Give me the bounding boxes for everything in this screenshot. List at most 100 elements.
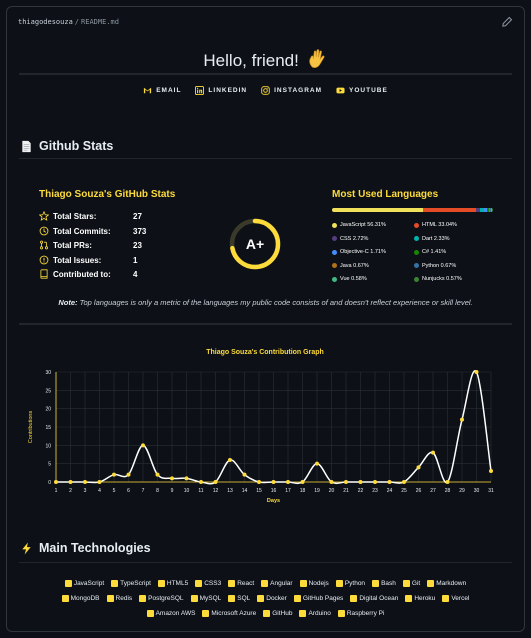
x-tick-label: 9: [171, 488, 174, 494]
tech-badge: PostgreSQL: [139, 595, 184, 602]
youtube-label: YOUTUBE: [349, 87, 388, 94]
contribution-point: [460, 417, 464, 422]
language-bar-segment: [488, 208, 491, 212]
divider: [19, 323, 512, 325]
x-tick-label: 5: [113, 488, 116, 494]
tech-badge: Git: [402, 580, 421, 587]
edit-pencil-icon[interactable]: [501, 16, 513, 28]
rank-progress-arc: [229, 218, 281, 270]
linkedin-label: LINKEDIN: [208, 87, 248, 94]
language-item: Python 0.67%: [414, 263, 456, 269]
x-tick-label: 20: [329, 488, 335, 494]
language-item: Dart 2.33%: [414, 236, 450, 242]
language-item: Java 0.67%: [332, 263, 369, 269]
contribution-point: [489, 469, 493, 473]
linkedin-link[interactable]: LINKEDIN: [195, 86, 247, 95]
stat-label: Total PRs:: [53, 240, 92, 250]
note-bold: Note:: [58, 298, 78, 307]
language-bar-segment: [480, 208, 484, 212]
language-item: Vue 0.58%: [332, 276, 367, 282]
tech-label: Python: [344, 580, 366, 587]
x-tick-label: 29: [459, 488, 465, 494]
contribution-point: [431, 450, 435, 455]
tech-badge: React: [228, 580, 254, 587]
tech-label: Amazon AWS: [155, 610, 196, 617]
stat-value: 23: [133, 240, 142, 250]
language-label: Objective-C 1.71%: [340, 249, 386, 255]
tech-label: CSS3: [204, 580, 222, 587]
contribution-point: [54, 480, 58, 484]
x-tick-label: 2: [69, 488, 72, 494]
language-color-dot: [414, 236, 419, 241]
contribution-point: [213, 480, 218, 484]
main-technologies-heading: Main Technologies: [20, 541, 151, 555]
contribution-point: [344, 480, 348, 484]
tech-logo-icon: [335, 580, 343, 587]
contribution-point: [242, 472, 247, 477]
language-label: Java 0.67%: [340, 262, 369, 269]
stat-label: Total Commits:: [53, 226, 111, 236]
tech-logo-icon: [146, 610, 154, 617]
tech-badge: Redis: [106, 595, 133, 602]
repo-owner-link[interactable]: thiagodesouza: [18, 18, 73, 26]
stat-value: 373: [133, 226, 147, 236]
note-text: Top languages is only a metric of the la…: [77, 298, 473, 307]
stat-row-contributed: Contributed to: 4: [39, 269, 137, 279]
x-tick-label: 31: [488, 488, 494, 494]
divider: [19, 158, 512, 159]
language-label: C# 1.41%: [422, 249, 447, 255]
y-tick-label: 10: [45, 443, 51, 449]
languages-title: Most Used Languages: [332, 189, 439, 200]
contribution-point: [112, 472, 116, 477]
language-label: Python 0.67%: [422, 262, 457, 269]
contribution-point: [416, 465, 421, 470]
rank-circle: A+: [229, 218, 281, 270]
stat-value: 27: [133, 211, 142, 221]
tech-badge: Angular: [261, 580, 293, 587]
tech-badge: MongoDB: [61, 595, 100, 602]
x-tick-label: 8: [156, 488, 159, 494]
tech-label: Redis: [115, 595, 133, 602]
star-icon: [39, 211, 49, 221]
tech-logo-icon: [228, 580, 236, 587]
x-tick-label: 18: [300, 488, 306, 494]
language-color-dot: [332, 236, 337, 241]
tech-label: Git: [411, 580, 421, 587]
contribution-point: [97, 480, 102, 484]
stat-value: 1: [133, 255, 138, 265]
language-color-dot: [414, 222, 419, 228]
y-axis-label: Contributions: [28, 411, 34, 444]
tech-label: Digital Ocean: [359, 595, 399, 602]
youtube-icon: [336, 87, 345, 94]
language-label: Nunjucks 0.57%: [422, 276, 462, 282]
language-label: Vue 0.58%: [340, 276, 367, 282]
contribution-point: [286, 480, 290, 484]
tech-badge: Raspberry Pi: [337, 610, 385, 617]
tech-label: Raspberry Pi: [346, 610, 385, 617]
tech-badge: Microsoft Azure: [202, 610, 256, 617]
language-bar-segment: [483, 208, 487, 212]
instagram-link[interactable]: INSTAGRAM: [261, 86, 322, 95]
repo-icon: [40, 269, 48, 279]
x-tick-label: 4: [98, 488, 101, 494]
tech-logo-icon: [202, 610, 210, 617]
email-link[interactable]: EMAIL: [143, 86, 181, 95]
github-stats-heading: Github Stats: [20, 139, 113, 153]
youtube-link[interactable]: YOUTUBE: [336, 86, 388, 95]
divider: [19, 562, 512, 563]
tech-label: Markdown: [436, 580, 467, 587]
tech-label: React: [237, 580, 255, 587]
x-tick-label: 21: [343, 488, 349, 494]
x-tick-label: 19: [314, 488, 320, 494]
tech-label: SQL: [237, 595, 251, 602]
tech-logo-icon: [64, 580, 72, 587]
tech-logo-icon: [261, 580, 269, 587]
tech-label: GitHub: [272, 610, 293, 617]
language-item: C# 1.41%: [414, 249, 446, 255]
technologies-row: Amazon AWS Microsoft Azure GitHub Arduino Ra…: [20, 610, 511, 617]
language-bar-segment: [422, 208, 476, 212]
contribution-point: [402, 480, 406, 484]
tech-label: Heroku: [414, 595, 436, 602]
tech-logo-icon: [350, 595, 358, 602]
tech-badge: Python: [335, 580, 366, 587]
